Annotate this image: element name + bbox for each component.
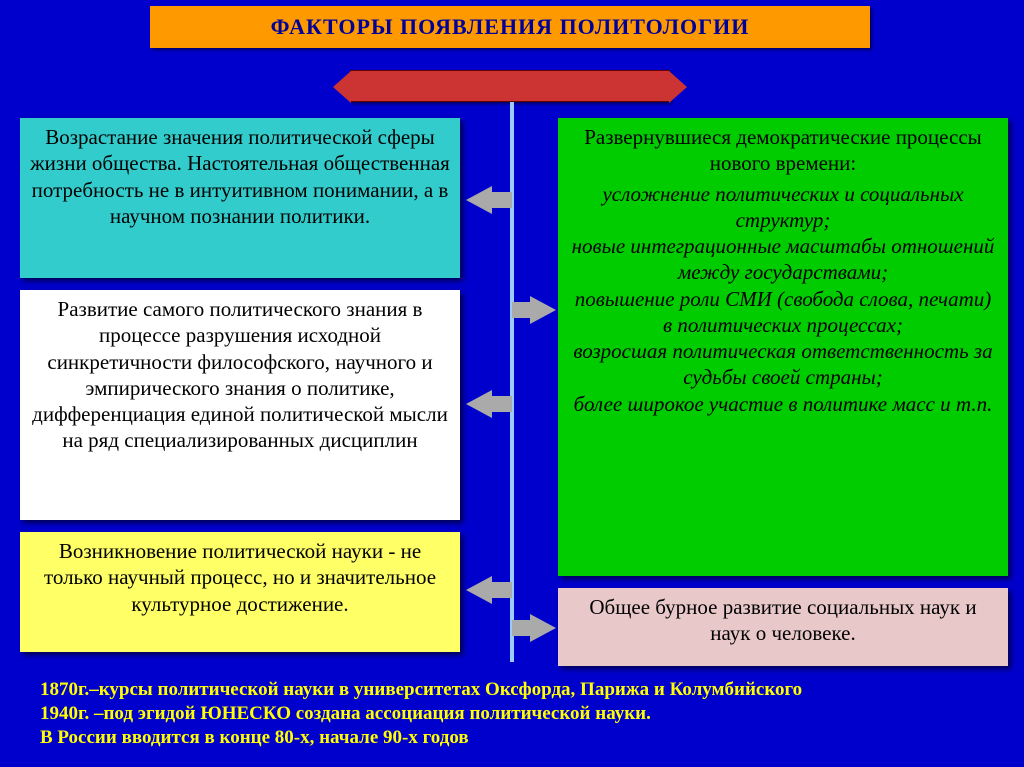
center-vertical-line <box>510 102 514 662</box>
arrow-body <box>512 620 532 636</box>
footer-line-2: 1940г. –под эгидой ЮНЕСКО создана ассоци… <box>40 702 1000 726</box>
arrow-body <box>492 396 512 412</box>
footer-line-1: 1870г.–курсы политической науки в универ… <box>40 678 1000 702</box>
arrow-left-icon <box>466 186 492 214</box>
factor-box-left-3: Возникновение политической науки - не то… <box>20 532 460 652</box>
arrow-body <box>492 192 512 208</box>
arrow-left-icon <box>466 390 492 418</box>
arrow-body <box>512 302 532 318</box>
factor-box-left-1: Возрастание значения политической сферы … <box>20 118 460 278</box>
arrow-right-icon <box>530 296 556 324</box>
factor-body: усложнение политических и социальных стр… <box>568 181 998 417</box>
title-bar: ФАКТОРЫ ПОЯВЛЕНИЯ ПОЛИТОЛОГИИ <box>150 6 870 48</box>
factor-box-right-1: Развернувшиеся демократические процессы … <box>558 118 1008 576</box>
decorative-red-bar <box>350 70 670 102</box>
footer-line-3: В России вводится в конце 80-х, начале 9… <box>40 726 1000 750</box>
factor-text: Возрастание значения политической сферы … <box>30 125 450 228</box>
arrow-left-icon <box>466 576 492 604</box>
factor-header: Развернувшиеся демократические процессы … <box>568 124 998 177</box>
arrow-right-icon <box>530 614 556 642</box>
factor-box-left-2: Развитие самого политического знания в п… <box>20 290 460 520</box>
title-text: ФАКТОРЫ ПОЯВЛЕНИЯ ПОЛИТОЛОГИИ <box>271 14 750 40</box>
factor-box-right-2: Общее бурное развитие социальных наук и … <box>558 588 1008 666</box>
arrow-body <box>492 582 512 598</box>
factor-text: Общее бурное развитие социальных наук и … <box>589 595 976 645</box>
factor-text: Возникновение политической науки - не то… <box>44 539 436 616</box>
footer-notes: 1870г.–курсы политической науки в универ… <box>40 678 1000 749</box>
factor-text: Развитие самого политического знания в п… <box>32 297 448 452</box>
